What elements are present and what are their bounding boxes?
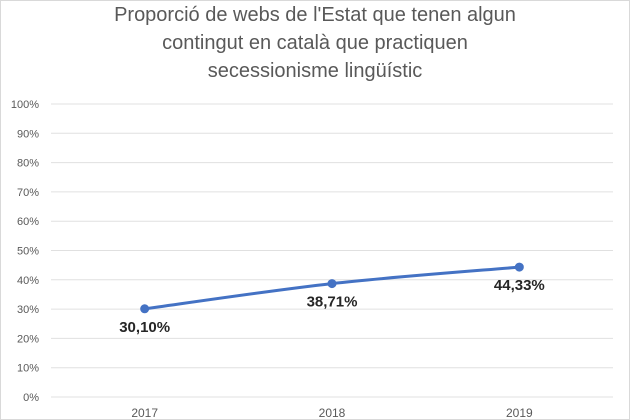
data-labels: 30,10% 38,71% 44,33% (119, 277, 545, 336)
data-point (140, 304, 150, 314)
gridlines (51, 103, 613, 398)
data-label: 30,10% (119, 319, 170, 336)
chart-title-line-3: secessionisme lingüístic (208, 60, 423, 82)
series-line-group (140, 262, 524, 314)
data-label: 44,33% (494, 277, 545, 294)
y-axis-ticks: 0% 10% 20% 30% 40% 50% 60% 70% 80% 90% 100% (11, 99, 39, 404)
y-tick-label: 40% (17, 275, 39, 287)
y-tick-label: 30% (17, 304, 39, 316)
y-tick-label: 0% (23, 392, 39, 404)
y-tick-label: 90% (17, 128, 39, 140)
chart-title: Proporció de webs de l'Estat que tenen a… (114, 4, 516, 82)
x-tick-label: 2019 (506, 406, 533, 419)
data-point (514, 262, 524, 272)
y-tick-label: 50% (17, 246, 39, 258)
x-tick-label: 2018 (319, 406, 346, 419)
chart-title-line-2: contingut en català que practiquen (162, 32, 468, 54)
data-label: 38,71% (307, 294, 358, 311)
x-tick-label: 2017 (131, 406, 158, 419)
x-axis-ticks: 2017 2018 2019 (131, 406, 533, 419)
y-tick-label: 80% (17, 158, 39, 170)
y-tick-label: 100% (11, 99, 39, 111)
y-tick-label: 60% (17, 216, 39, 228)
data-point (327, 279, 337, 289)
y-tick-label: 10% (17, 363, 39, 375)
y-tick-label: 20% (17, 333, 39, 345)
chart-title-line-1: Proporció de webs de l'Estat que tenen a… (114, 4, 516, 26)
y-tick-label: 70% (17, 187, 39, 199)
